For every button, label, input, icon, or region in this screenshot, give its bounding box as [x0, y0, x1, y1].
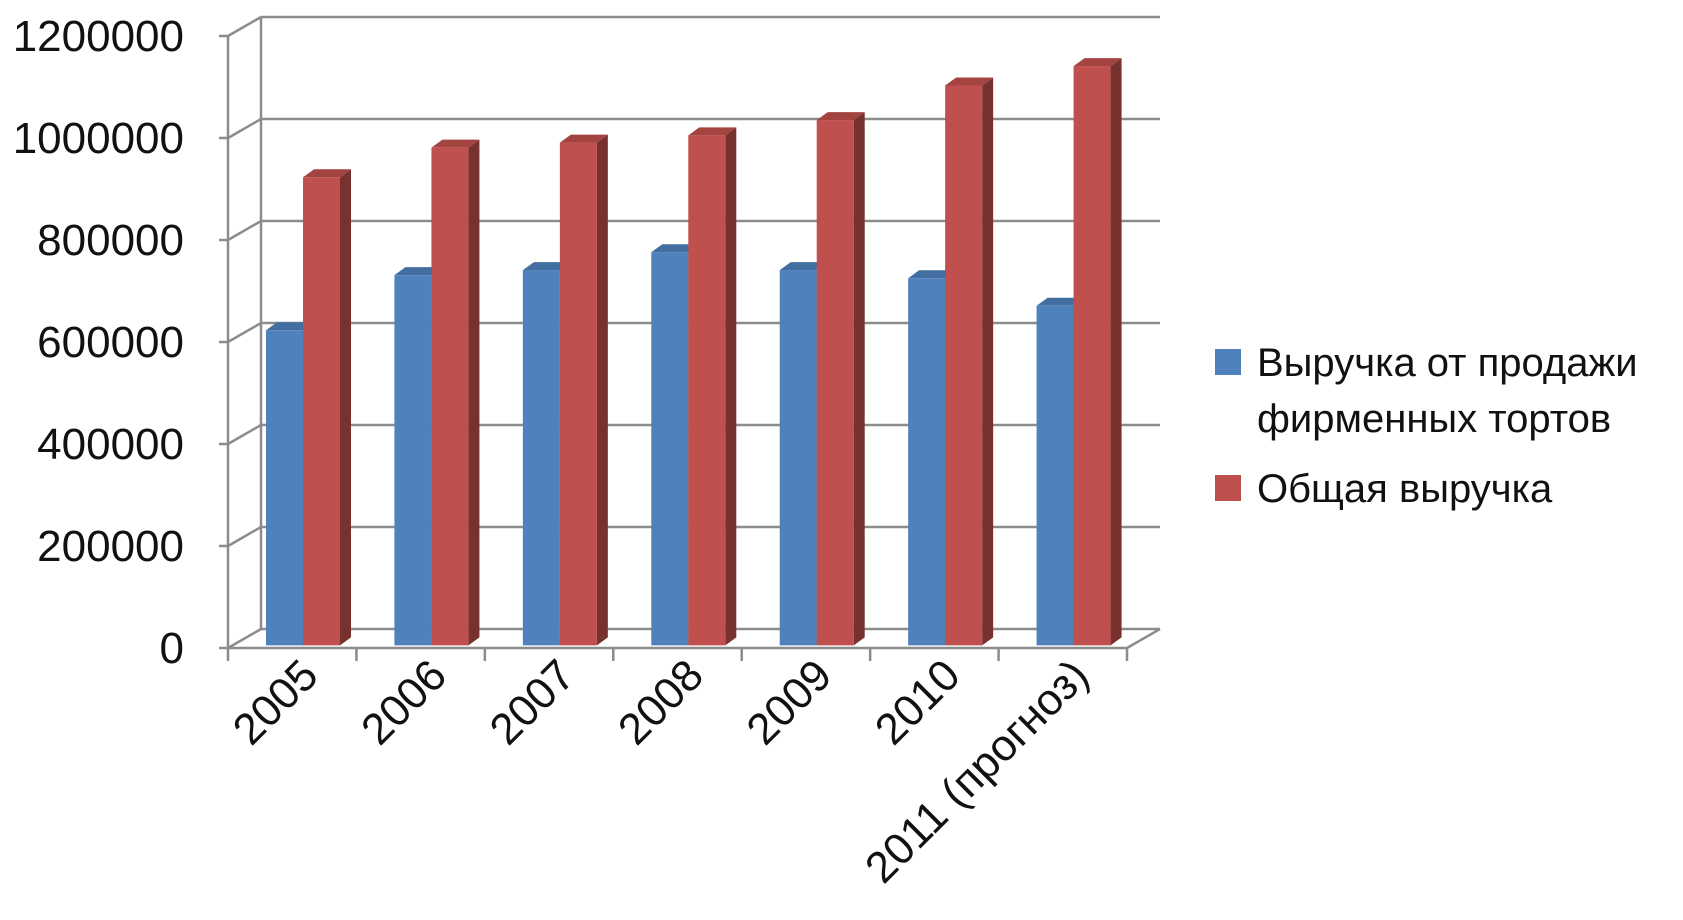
bar-top	[1036, 297, 1085, 306]
gridline-depth	[227, 627, 262, 650]
legend-label: Выручка от продажи фирменных тортов	[1257, 341, 1638, 441]
x-tick-label: 2010	[866, 650, 970, 754]
gridline-depth	[227, 219, 262, 242]
gridline-depth	[227, 525, 262, 548]
bar-front	[1073, 66, 1111, 646]
y-tick-label: 1000000	[13, 114, 184, 163]
bar-front	[651, 252, 689, 646]
bar-red-2006	[431, 139, 480, 646]
floor-right-edge	[1126, 627, 1161, 650]
bar-front	[816, 120, 854, 646]
legend-swatch	[1215, 349, 1241, 375]
y-axis: 0 200000 400000 600000 800000 1000000 1200000	[13, 12, 230, 673]
y-tick-label: 200000	[37, 522, 184, 571]
bar-side	[1110, 58, 1122, 646]
bar-top	[522, 262, 571, 271]
legend-item-series-2: Общая выручка	[1215, 461, 1675, 517]
y-tick-label: 800000	[37, 216, 184, 265]
legend-label: Общая выручка	[1257, 467, 1553, 511]
bar-front	[266, 330, 303, 646]
bar-top	[1073, 58, 1122, 67]
bar-top	[908, 270, 957, 279]
x-tick-label: 2011 (прогноз)	[856, 650, 1098, 892]
bar-front	[779, 270, 817, 646]
bars	[266, 58, 1122, 646]
bar-front	[303, 177, 340, 646]
bar-top	[559, 134, 608, 143]
bar-top	[266, 322, 314, 331]
bar-top	[394, 267, 443, 276]
bar-side	[340, 169, 351, 646]
bar-front	[431, 147, 469, 646]
y-tick-label: 0	[160, 624, 184, 673]
bar-red-2005	[303, 169, 351, 646]
bar-top	[688, 127, 737, 136]
bar-front	[559, 142, 597, 646]
bar-top	[945, 77, 994, 86]
bar-red-2009	[816, 112, 865, 646]
bar-red-2008	[688, 127, 737, 646]
legend-swatch	[1215, 475, 1241, 501]
bar-front	[908, 278, 946, 646]
gridline-depth	[227, 423, 262, 446]
gridline-depth	[227, 117, 262, 140]
bar-top	[431, 139, 480, 148]
bar-side	[468, 139, 480, 646]
bar-front	[688, 135, 726, 646]
legend: Выручка от продажи фирменных тортов Обща…	[1215, 335, 1675, 531]
bar-side	[853, 112, 865, 646]
x-tick-label: 2009	[737, 650, 841, 754]
bar-side	[596, 134, 608, 646]
bar-red-2007	[559, 134, 608, 646]
bar-side	[725, 127, 737, 646]
y-tick-label: 600000	[37, 318, 184, 367]
legend-item-series-1: Выручка от продажи фирменных тортов	[1215, 335, 1675, 447]
x-tick-label: 2006	[352, 650, 456, 754]
x-tick-label: 2008	[609, 650, 713, 754]
bar-top	[651, 244, 700, 253]
bar-front	[1036, 305, 1074, 646]
bar-front	[394, 275, 432, 646]
x-tick-label: 2005	[224, 650, 328, 754]
gridline-depth	[227, 15, 262, 38]
y-tick-label: 400000	[37, 420, 184, 469]
bar-red-2011 (прогноз)	[1073, 58, 1122, 646]
bar-front	[522, 270, 560, 646]
bar-top	[303, 169, 351, 178]
bar-front	[945, 85, 983, 646]
bar-side	[982, 77, 994, 646]
bar-top	[779, 262, 828, 271]
y-tick-label: 1200000	[13, 12, 184, 61]
gridline-depth	[227, 321, 262, 344]
bar-red-2010	[945, 77, 994, 646]
x-tick-label: 2007	[481, 650, 585, 754]
bar-top	[816, 112, 865, 121]
